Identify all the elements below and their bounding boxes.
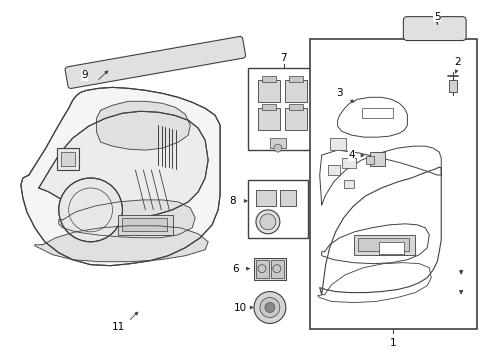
Polygon shape (96, 101, 190, 150)
Circle shape (59, 178, 122, 242)
Text: 4: 4 (347, 150, 354, 160)
Polygon shape (59, 200, 195, 238)
Bar (448, 80, 456, 92)
Bar (357, 238, 408, 251)
Bar (255, 190, 275, 206)
Bar (253, 258, 285, 280)
Bar (288, 76, 302, 82)
Polygon shape (317, 263, 430, 302)
Bar (262, 104, 275, 110)
Bar (365, 156, 373, 164)
Bar (353, 235, 414, 255)
Circle shape (260, 214, 275, 230)
Bar (258, 108, 279, 130)
Bar (279, 190, 295, 206)
Bar (269, 138, 285, 148)
Polygon shape (319, 167, 440, 294)
Bar (369, 152, 385, 166)
Bar (247, 68, 319, 150)
Circle shape (260, 298, 279, 318)
Polygon shape (319, 146, 440, 205)
Text: 10: 10 (233, 302, 246, 312)
Text: 6: 6 (232, 264, 239, 274)
Polygon shape (39, 111, 208, 218)
Polygon shape (21, 87, 220, 266)
Text: 2: 2 (453, 58, 460, 67)
Text: 8: 8 (229, 196, 236, 206)
Circle shape (264, 302, 274, 312)
Bar (258, 80, 279, 102)
Bar (309, 39, 476, 329)
Text: 5: 5 (433, 12, 440, 22)
Bar (262, 76, 275, 82)
Circle shape (253, 292, 285, 323)
Bar (122, 218, 167, 231)
Bar (329, 138, 345, 150)
Polygon shape (321, 224, 428, 264)
Bar (288, 104, 302, 110)
Text: 9: 9 (81, 71, 88, 80)
Text: 3: 3 (336, 88, 342, 98)
Bar (61, 152, 75, 166)
Bar (247, 180, 307, 238)
Bar (341, 158, 355, 168)
Bar (118, 215, 173, 235)
Text: 1: 1 (389, 338, 396, 348)
Polygon shape (35, 226, 208, 262)
Bar (379, 242, 404, 254)
Circle shape (273, 144, 281, 152)
Circle shape (255, 210, 279, 234)
Text: 7: 7 (280, 54, 286, 63)
Bar (270, 260, 283, 278)
Polygon shape (337, 97, 407, 137)
FancyBboxPatch shape (403, 17, 465, 41)
Bar (285, 80, 306, 102)
Bar (361, 108, 393, 118)
Text: 11: 11 (112, 323, 125, 332)
Bar (343, 180, 353, 188)
FancyBboxPatch shape (65, 36, 245, 89)
Bar (285, 108, 306, 130)
Bar (327, 165, 339, 175)
Bar (255, 260, 268, 278)
Bar (57, 148, 79, 170)
